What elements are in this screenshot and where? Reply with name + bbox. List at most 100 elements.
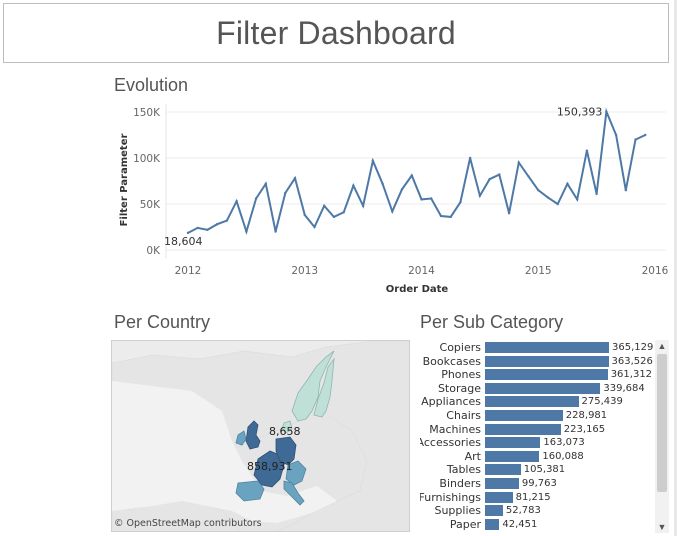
bar-row[interactable]: Binders 99,763 xyxy=(420,477,656,490)
x-tick-label: 2015 xyxy=(525,265,552,277)
data-point[interactable] xyxy=(293,177,297,180)
bar-row[interactable]: Art 160,088 xyxy=(420,450,656,463)
scroll-down-icon[interactable]: ▼ xyxy=(657,522,667,532)
bar-row[interactable]: Copiers 365,129 xyxy=(420,341,656,354)
bar-row[interactable]: Paper 42,451 xyxy=(420,518,656,531)
country-map[interactable]: 8,658 858,931 © OpenStreetMap contributo… xyxy=(111,340,410,532)
data-point[interactable] xyxy=(546,196,550,199)
data-point[interactable] xyxy=(527,175,530,178)
bar-value-label: 52,783 xyxy=(505,505,541,517)
data-point[interactable] xyxy=(371,159,375,162)
data-point[interactable] xyxy=(468,156,472,160)
bar-value-label: 275,439 xyxy=(581,396,623,408)
subcategory-scrollbar[interactable]: ▲ ▼ xyxy=(655,340,669,533)
data-point[interactable] xyxy=(488,177,491,181)
data-point[interactable] xyxy=(507,212,511,215)
scroll-thumb[interactable] xyxy=(657,354,667,492)
data-point[interactable] xyxy=(420,198,423,201)
bar[interactable] xyxy=(485,437,541,449)
data-point[interactable] xyxy=(342,211,345,214)
data-point[interactable] xyxy=(575,198,579,201)
data-point[interactable] xyxy=(566,182,569,185)
region-france xyxy=(253,450,285,488)
bar-row[interactable]: Bookcases 363,526 xyxy=(420,355,656,368)
x-tick-label: 2013 xyxy=(291,265,318,277)
data-point[interactable] xyxy=(400,188,404,191)
bar[interactable] xyxy=(485,518,500,530)
data-point[interactable] xyxy=(644,133,647,137)
data-point[interactable] xyxy=(361,204,365,208)
data-point[interactable] xyxy=(245,230,248,233)
bar[interactable] xyxy=(485,396,579,408)
scroll-up-icon[interactable]: ▲ xyxy=(657,341,667,351)
data-point[interactable] xyxy=(459,200,462,204)
data-point[interactable] xyxy=(323,204,326,208)
map-graphic[interactable] xyxy=(112,341,410,532)
bar[interactable] xyxy=(485,355,609,367)
data-point[interactable] xyxy=(614,133,618,137)
data-point[interactable] xyxy=(556,202,559,206)
series-line[interactable] xyxy=(187,107,646,236)
bar-value-label: 42,451 xyxy=(502,518,538,530)
data-point[interactable] xyxy=(410,174,413,177)
bar-value-label: 163,073 xyxy=(543,437,585,449)
data-point[interactable] xyxy=(264,182,268,185)
data-point[interactable] xyxy=(186,231,190,235)
data-point[interactable] xyxy=(478,194,482,197)
bar[interactable] xyxy=(485,505,503,517)
bar-value-label: 99,763 xyxy=(521,478,557,489)
data-point[interactable] xyxy=(332,215,336,219)
bar-row[interactable]: Furnishings 81,215 xyxy=(420,491,656,504)
data-point[interactable] xyxy=(284,191,287,195)
data-point[interactable] xyxy=(624,189,628,192)
data-point[interactable] xyxy=(215,223,219,226)
bar-row[interactable]: Storage 339,684 xyxy=(420,382,656,395)
data-point[interactable] xyxy=(381,182,384,185)
data-point[interactable] xyxy=(225,219,229,222)
evolution-line-chart[interactable]: 0K 50K 100K 150K 2012 2013 2014 2015 2016 Filte… xyxy=(0,0,677,310)
data-point[interactable] xyxy=(391,210,394,213)
data-point[interactable] xyxy=(274,230,277,233)
data-point[interactable] xyxy=(196,226,199,230)
bar[interactable] xyxy=(485,491,513,503)
data-point[interactable] xyxy=(537,189,540,192)
bar[interactable] xyxy=(485,478,519,489)
bar[interactable] xyxy=(485,410,563,421)
region-uk xyxy=(245,420,261,450)
bar-value-label: 361,312 xyxy=(610,369,653,381)
data-point[interactable] xyxy=(605,110,608,113)
data-point[interactable] xyxy=(439,214,443,218)
bar-row[interactable]: Phones 361,312 xyxy=(420,368,656,381)
data-point[interactable] xyxy=(254,197,258,200)
bar[interactable] xyxy=(485,369,608,381)
bar-category-label: Appliances xyxy=(421,395,481,409)
subcategory-title: Per Sub Category xyxy=(420,312,564,332)
y-axis-title: Filter Parameter xyxy=(119,134,130,227)
bar-row[interactable]: Supplies 52,783 xyxy=(420,504,656,517)
data-point[interactable] xyxy=(235,200,238,203)
data-point[interactable] xyxy=(303,213,306,217)
data-point[interactable] xyxy=(430,197,433,200)
data-point[interactable] xyxy=(585,149,589,152)
bar[interactable] xyxy=(485,450,540,462)
bar-row[interactable]: Accessories 163,073 xyxy=(420,436,656,449)
data-point[interactable] xyxy=(517,161,520,164)
bar[interactable] xyxy=(485,464,521,476)
bar-row[interactable]: Tables 105,381 xyxy=(420,463,656,476)
data-point[interactable] xyxy=(206,228,209,231)
map-attribution[interactable]: © OpenStreetMap contributors xyxy=(114,518,262,529)
data-point[interactable] xyxy=(595,192,598,196)
bar-row[interactable]: Appliances 275,439 xyxy=(420,395,656,408)
data-point[interactable] xyxy=(352,184,355,187)
bar[interactable] xyxy=(485,423,561,435)
bar-row[interactable]: Machines 223,165 xyxy=(420,423,656,436)
data-point[interactable] xyxy=(498,173,501,176)
data-point[interactable] xyxy=(449,215,452,219)
data-point[interactable] xyxy=(634,138,637,141)
bar-row[interactable]: Chairs 228,981 xyxy=(420,409,656,422)
data-point[interactable] xyxy=(313,225,316,229)
subcategory-bar-chart[interactable]: Copiers 365,129 Bookcases 363,526 Phones 361,… xyxy=(420,340,670,533)
bar[interactable] xyxy=(485,342,609,353)
bar-category-label: Chairs xyxy=(446,409,481,422)
bar[interactable] xyxy=(485,382,601,394)
